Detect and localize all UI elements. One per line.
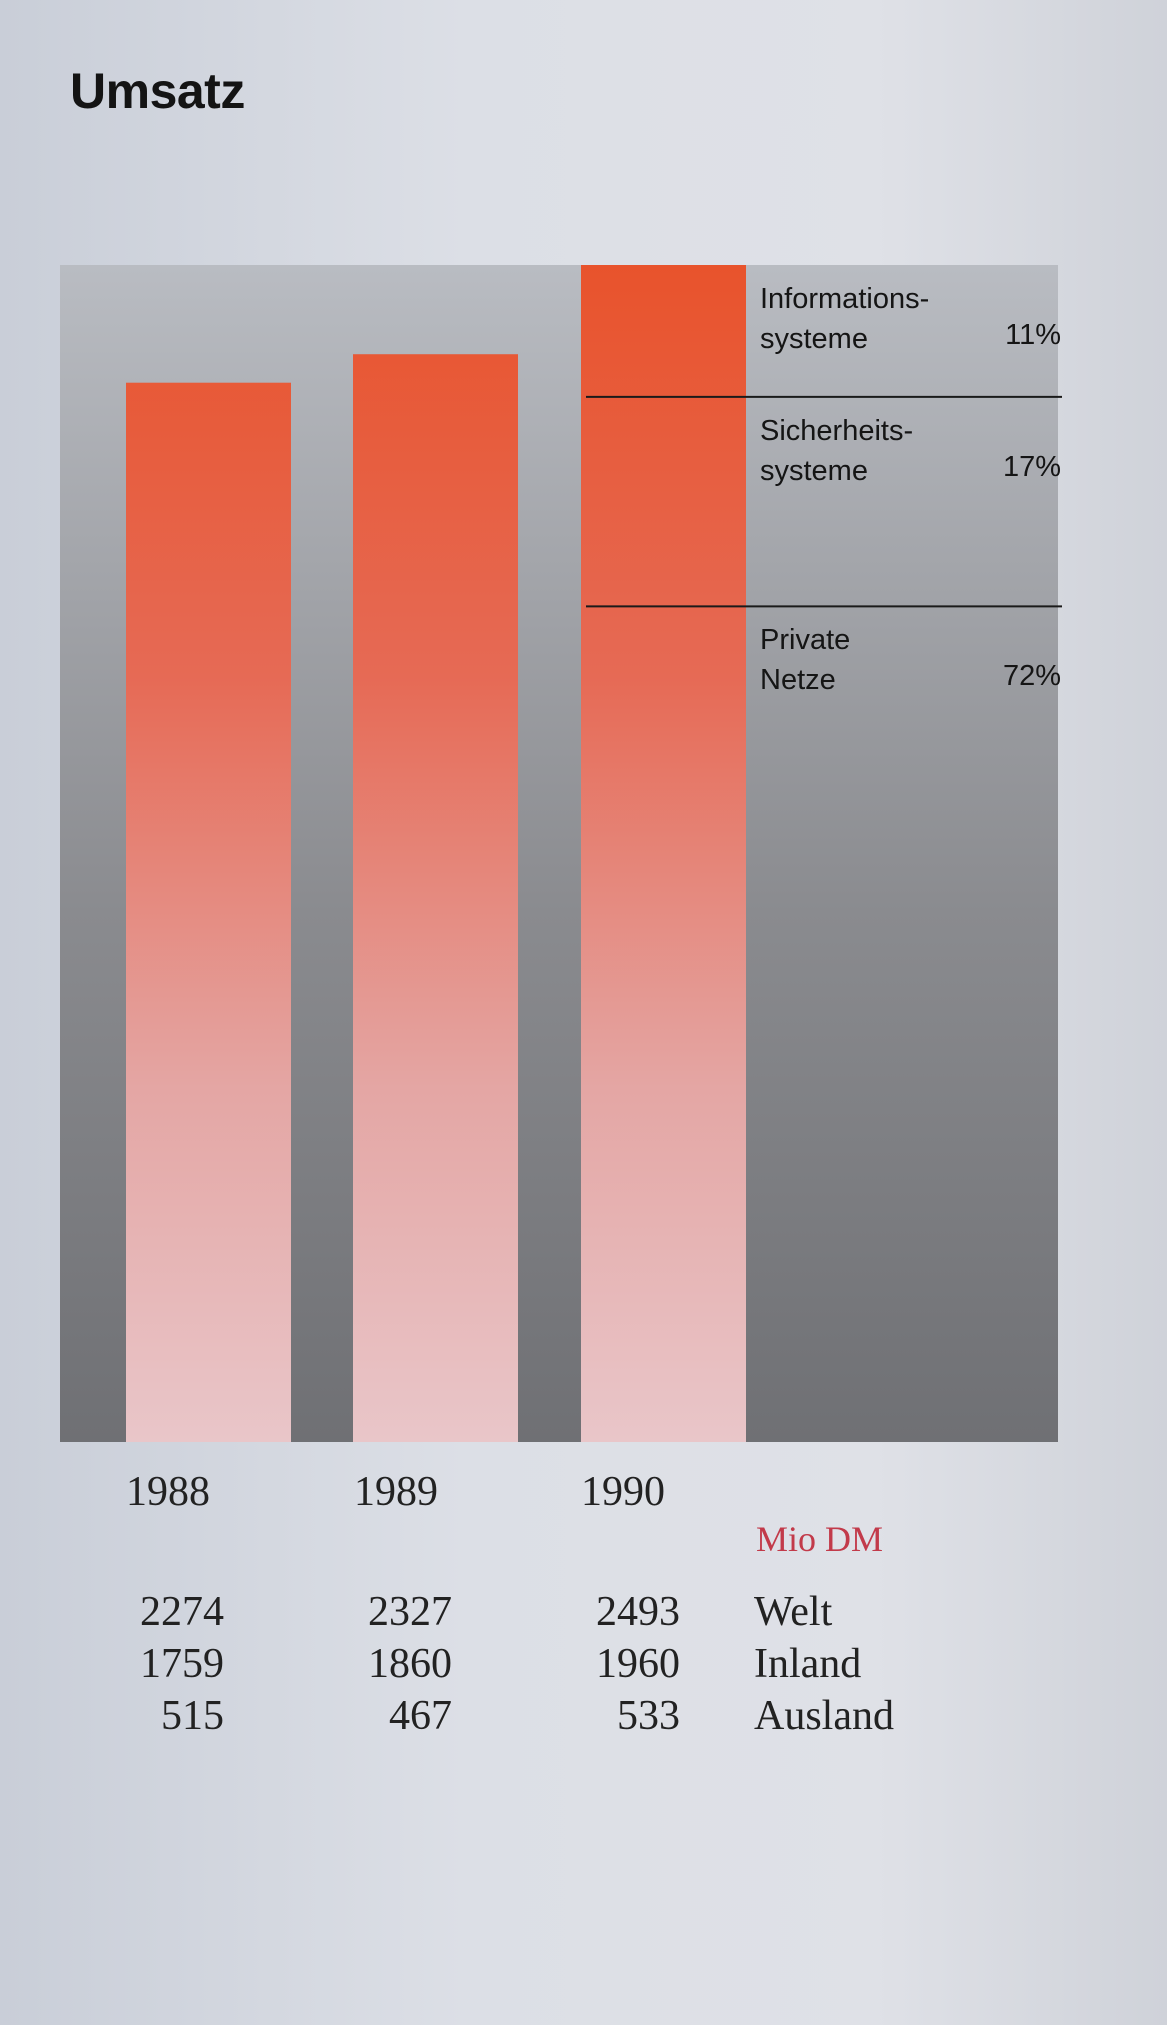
breakdown-pct-3: 72% xyxy=(1002,660,1061,693)
breakdown-label-2: Sicherheits- systeme xyxy=(760,414,914,487)
tick-label-1988: 1988 xyxy=(126,1469,210,1515)
value-welt-1990: 2493 xyxy=(596,1589,680,1635)
value-ausland-1990: 533 xyxy=(617,1693,680,1739)
tick-label-1989: 1989 xyxy=(354,1469,438,1515)
breakdown-pct-2: 17% xyxy=(1002,450,1061,483)
value-inland-1988: 1759 xyxy=(140,1641,224,1687)
breakdown-pct-1: 11% xyxy=(1005,319,1061,351)
row-label-welt: Welt xyxy=(754,1589,833,1635)
bar-1988 xyxy=(126,382,291,1443)
value-ausland-1988: 515 xyxy=(161,1693,224,1739)
unit-label: Mio DM xyxy=(756,1519,884,1559)
breakdown-label-3: Private Netze xyxy=(760,624,851,697)
value-inland-1989: 1860 xyxy=(368,1641,452,1687)
breakdown-dividers xyxy=(586,395,1062,608)
row-label-inland: Inland xyxy=(754,1641,862,1687)
bar-1990 xyxy=(581,265,746,1442)
value-ausland-1989: 467 xyxy=(389,1693,452,1739)
row-label-ausland: Ausland xyxy=(754,1693,894,1739)
value-welt-1989: 2327 xyxy=(368,1589,452,1635)
tick-label-1990: 1990 xyxy=(581,1469,665,1515)
breakdown-label-1: Informations- systeme xyxy=(760,283,930,355)
value-inland-1990: 1960 xyxy=(596,1641,680,1687)
bars-group xyxy=(126,265,746,1443)
value-welt-1988: 2274 xyxy=(140,1589,224,1635)
chart-title: Umsatz xyxy=(70,63,245,119)
bar-1989 xyxy=(353,354,518,1442)
